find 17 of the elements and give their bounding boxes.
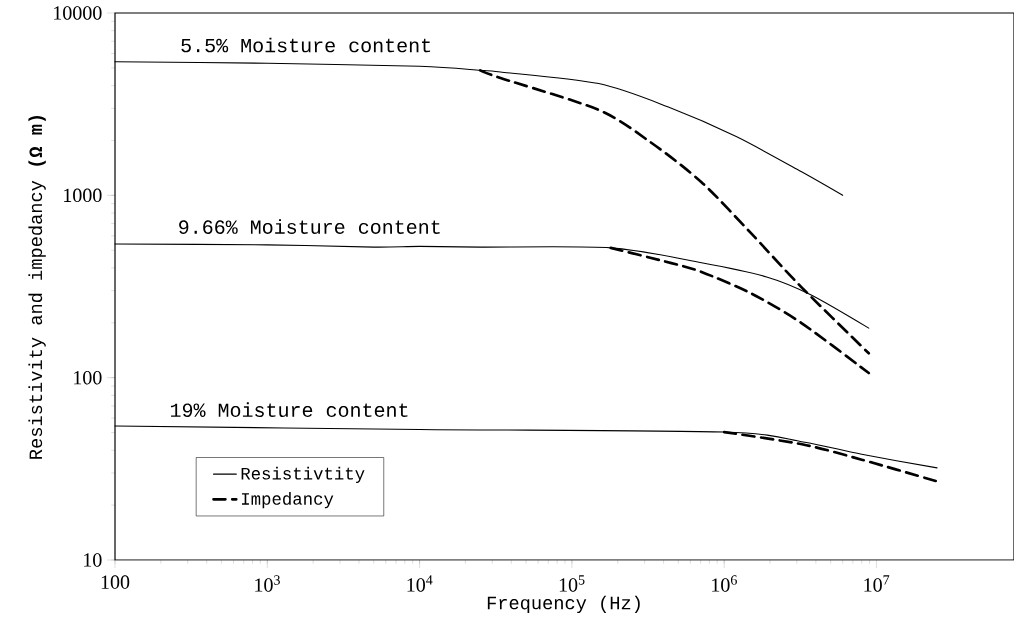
y-tick-label: 100 bbox=[74, 370, 102, 385]
x-tick-label: 10$^{3}$ bbox=[255, 575, 280, 592]
x-tick-label: 10$^{5}$ bbox=[559, 575, 585, 592]
x-tick-label: 10$^{6}$ bbox=[712, 575, 737, 592]
y-tick-label: 10 bbox=[84, 553, 102, 567]
x-tick-label: 100 bbox=[101, 575, 130, 589]
legend-label: Resistivtity bbox=[241, 466, 365, 484]
x-axis-title: Frequency (Hz) bbox=[487, 595, 640, 614]
y-tick-label: 10000 bbox=[54, 6, 102, 20]
x-tick-label: 10$^{4}$ bbox=[407, 575, 433, 592]
annotation: 5.5% Moisture content bbox=[181, 37, 431, 53]
x-tick-label: 10$^{7}$ bbox=[864, 575, 890, 592]
y-tick-label: 1000 bbox=[64, 188, 102, 203]
annotation: 19% Moisture content bbox=[170, 402, 408, 417]
y-axis-title: Resistivity and impedancy (Ω m) bbox=[28, 116, 46, 459]
legend-label: Impedancy bbox=[241, 492, 334, 509]
annotation: 9.66% Moisture content bbox=[179, 219, 440, 234]
